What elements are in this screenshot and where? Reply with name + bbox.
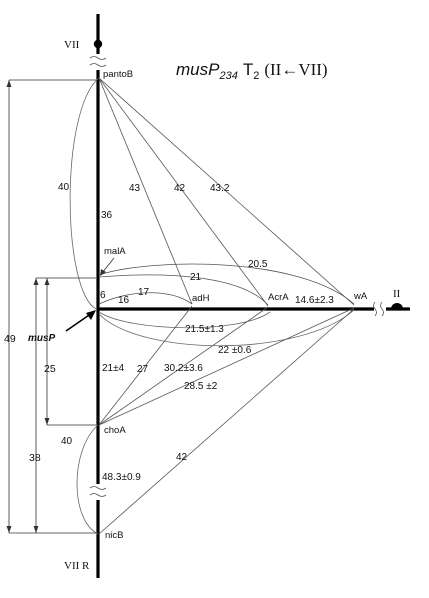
title-locus: musP [176,60,220,79]
musP-pointer-arrowhead [86,310,96,320]
malA-pointer-head [100,269,106,276]
ruler-pantoB-nicB-arrow-bottom [6,526,12,533]
gene-label-nicB: nicB [105,530,123,541]
link-malA-wA [98,263,355,305]
ruler-label-pantoB-nicB: 49 [4,333,16,345]
dist-nicB-wA: 42 [176,452,188,463]
ruler-pantoB-nicB-arrow-top [6,80,12,87]
dist-malA-AcrA: 21 [190,272,202,283]
link-musP-adH-upper [98,292,193,305]
loop-choA-nicB [76,424,99,535]
dist-malA-wA: 20.5 [248,259,268,270]
ruler-label-malA-choA: 25 [44,363,56,375]
link-choA-AcrA [98,306,269,426]
gene-label-pantoB: pantoB [103,69,133,80]
dist-pantoB-wA: 43.2 [210,183,230,194]
title-t-subscript: 2 [253,70,259,82]
link-pantoB-wA [98,77,355,306]
dist-musP-adH: 16 [118,295,130,306]
dist-choA-nicB-loop: 40 [61,436,73,447]
chromosome-label-bottom: VII R [64,560,90,572]
dist-musP-choA: 21±4 [102,363,125,374]
gene-label-adH: adH [192,293,210,304]
ruler-malA-choA-arrow-bottom [44,418,50,425]
gene-label-wA: wA [353,291,368,302]
dist-AcrA-wA: 14.6±2.3 [295,295,334,306]
ruler-malA-choA-arrow-top [44,278,50,285]
axis-break-bottom [89,486,107,497]
title-t: T [243,60,253,79]
dist-musP-adH-upper: 17 [138,287,150,298]
dist-choA-AcrA: 30.2±3.6 [164,363,203,374]
link-pantoB-AcrA [98,77,269,307]
title-locus-subscript: 234 [218,70,237,82]
ruler-malA-nicB-arrow-top [33,278,39,285]
dist-pantoB-musP-axis: 36 [101,210,113,221]
musP-pointer-label: musP [28,333,56,344]
dist-pantoB-adH: 43 [129,183,141,194]
gene-label-malA: malA [104,246,126,257]
gene-label-choA: choA [104,425,126,436]
dist-choA-nicB-axis: 48.3±0.9 [102,472,141,483]
centromere-top [93,39,103,49]
centromere-right [391,303,403,309]
diagram-title: musP234 T2 (II←VII) [176,60,328,82]
title-direction: (II←VII) [264,60,327,79]
axis-break-top [89,56,107,67]
link-choA-wA [98,307,355,426]
malA-pointer [101,257,115,274]
ruler-label-malA-nicB: 38 [29,452,41,464]
dist-choA-adH: 27 [137,364,149,375]
link-pantoB-adH [98,77,193,305]
link-choA-adH [98,305,193,426]
dist-musP-wA-lower: 22 ±0.6 [218,345,252,356]
loop-musP-AcrA-lower [98,311,271,329]
dist-choA-wA: 28.5 ±2 [184,381,218,392]
loop-pantoB-musP [69,77,100,310]
chromosome-label-top: VII [64,39,80,51]
axis-break-right [373,301,384,317]
loop-musP-wA-lower [98,309,355,347]
dist-musP-AcrA-lower: 21.5±1.3 [185,324,224,335]
dist-pantoB-musP-loop: 40 [58,182,70,193]
gene-label-AcrA: AcrA [268,292,289,303]
ruler-malA-nicB-arrow-bottom [33,526,39,533]
dist-pantoB-AcrA: 42 [174,183,186,194]
musP-pointer-line [65,312,93,332]
chromosome-label-right: II [393,288,401,300]
link-malA-AcrA [98,274,269,306]
link-nicB-wA [98,308,355,535]
dist-malA-musP: 6 [100,290,106,301]
